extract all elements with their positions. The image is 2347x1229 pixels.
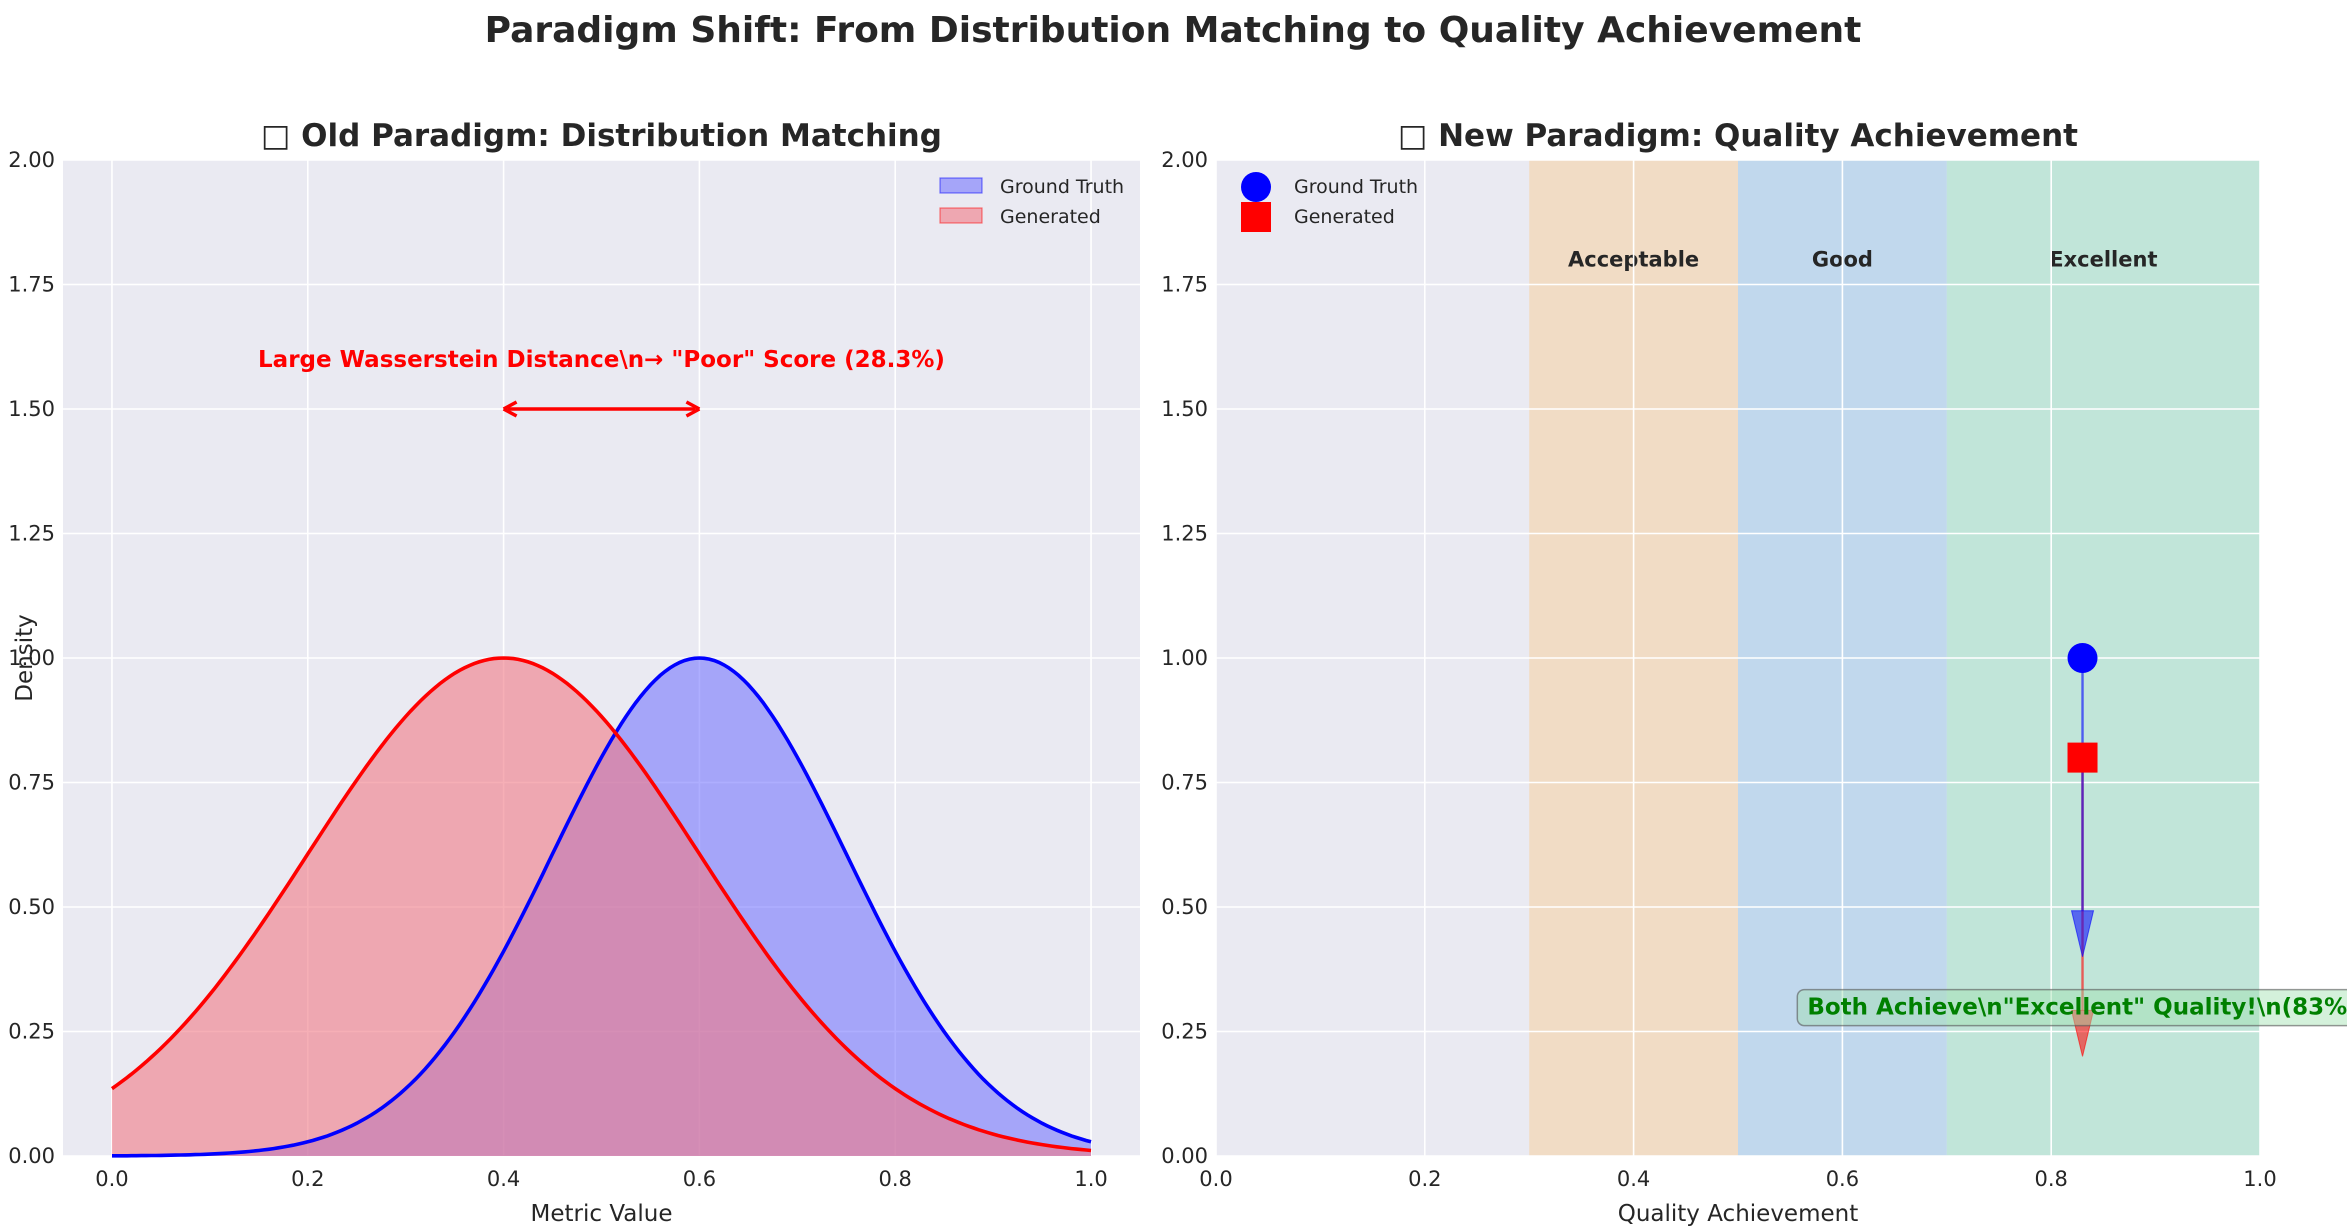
y-tick-label: 1.75 <box>8 273 55 297</box>
y-tick-label: 1.00 <box>8 646 55 670</box>
x-tick-label: 0.0 <box>95 1167 128 1191</box>
x-tick-label: 0.8 <box>879 1167 912 1191</box>
legend-label-generated: Generated <box>1294 206 1395 228</box>
right-chart-legend: Ground Truth Generated <box>1241 172 1418 232</box>
right-chart-y-ticks: 0.00 0.25 0.50 0.75 1.00 1.25 1.50 1.75 2.00 <box>1161 148 1208 1168</box>
x-tick-label: 0.2 <box>1408 1167 1441 1191</box>
right-chart-series <box>2067 643 2098 1057</box>
right-chart-x-ticks: 0.0 0.2 0.4 0.6 0.8 1.0 <box>1199 1167 2276 1191</box>
ground-truth-marker <box>2067 643 2098 673</box>
legend-marker-generated <box>1241 202 1271 232</box>
y-tick-label: 0.25 <box>1161 1020 1208 1044</box>
y-tick-label: 1.75 <box>1161 273 1208 297</box>
generated-density-line <box>110 656 1092 1153</box>
legend-marker-ground-truth <box>1241 172 1271 202</box>
y-tick-label: 0.25 <box>8 1020 55 1044</box>
x-tick-label: 0.2 <box>291 1167 324 1191</box>
left-chart-y-ticks: 0.00 0.25 0.50 0.75 1.00 1.25 1.50 1.75 2.00 <box>8 148 55 1168</box>
legend-swatch-generated <box>939 207 983 224</box>
x-tick-label: 0.4 <box>487 1167 520 1191</box>
y-tick-label: 1.25 <box>8 522 55 546</box>
y-tick-label: 0.00 <box>1161 1144 1208 1168</box>
left-chart-x-ticks: 0.0 0.2 0.4 0.6 0.8 1.0 <box>95 1167 1107 1191</box>
left-chart-annotation: Large Wasserstein Distance\n→ "Poor" Sco… <box>258 347 945 418</box>
x-tick-label: 1.0 <box>1074 1167 1107 1191</box>
y-tick-label: 0.75 <box>1161 771 1208 795</box>
x-tick-label: 0.4 <box>1617 1167 1650 1191</box>
right-chart-x-axis-label: Quality Achievement <box>1618 1201 1859 1227</box>
left-chart-series <box>110 656 1092 1158</box>
left-chart-legend: Ground Truth Generated <box>939 176 1124 228</box>
y-tick-label: 0.50 <box>8 895 55 919</box>
y-tick-label: 0.75 <box>8 771 55 795</box>
legend-label-ground-truth: Ground Truth <box>1000 176 1124 198</box>
legend-label-ground-truth: Ground Truth <box>1294 176 1418 198</box>
y-tick-label: 2.00 <box>8 148 55 172</box>
wasserstein-arrow-head-left <box>502 400 518 418</box>
legend-label-generated: Generated <box>1000 206 1101 228</box>
ground-truth-density-line <box>112 656 1092 1158</box>
x-tick-label: 0.8 <box>2034 1167 2067 1191</box>
zone-label-excellent: Excellent <box>2049 248 2157 272</box>
x-tick-label: 0.6 <box>1826 1167 1859 1191</box>
x-tick-label: 0.6 <box>683 1167 716 1191</box>
y-tick-label: 0.50 <box>1161 895 1208 919</box>
y-tick-label: 1.25 <box>1161 522 1208 546</box>
right-chart-title: □ New Paradigm: Quality Achievement <box>1398 118 2078 154</box>
left-chart-y-axis-label: Density <box>12 614 38 701</box>
left-chart-title: □ Old Paradigm: Distribution Matching <box>261 118 942 154</box>
left-chart-panel: 0.0 0.2 0.4 0.6 0.8 1.0 0.00 0.25 0.50 0.75 1.00 1… <box>8 118 1140 1227</box>
wasserstein-annotation-text: Large Wasserstein Distance\n→ "Poor" Sco… <box>258 347 945 373</box>
figure-title: Paradigm Shift: From Distribution Matchi… <box>485 10 1862 51</box>
left-chart-x-axis-label: Metric Value <box>531 1201 673 1227</box>
y-tick-label: 1.50 <box>1161 397 1208 421</box>
y-tick-label: 0.00 <box>8 1144 55 1168</box>
gen-arrow-head <box>2070 1009 2095 1057</box>
right-chart-annotation: Both Achieve\n"Excellent" Quality!\n(83%… <box>1796 988 2347 1027</box>
x-tick-label: 0.0 <box>1199 1167 1232 1191</box>
y-tick-label: 1.50 <box>8 397 55 421</box>
gt-arrow-head <box>2070 910 2095 957</box>
quality-annotation-box <box>1796 988 2347 1027</box>
wasserstein-arrow-head-right <box>685 400 701 418</box>
legend-swatch-ground-truth <box>939 177 983 194</box>
right-chart-panel: Acceptable Good Excellent 0.0 0.2 0.4 0.6 0.8 1… <box>1161 118 2347 1227</box>
y-tick-label: 1.00 <box>1161 646 1208 670</box>
quality-annotation-text: Both Achieve\n"Excellent" Quality!\n(83%… <box>1807 995 2347 1021</box>
x-tick-label: 1.0 <box>2243 1167 2276 1191</box>
generated-marker <box>2067 742 2098 773</box>
y-tick-label: 2.00 <box>1161 148 1208 172</box>
